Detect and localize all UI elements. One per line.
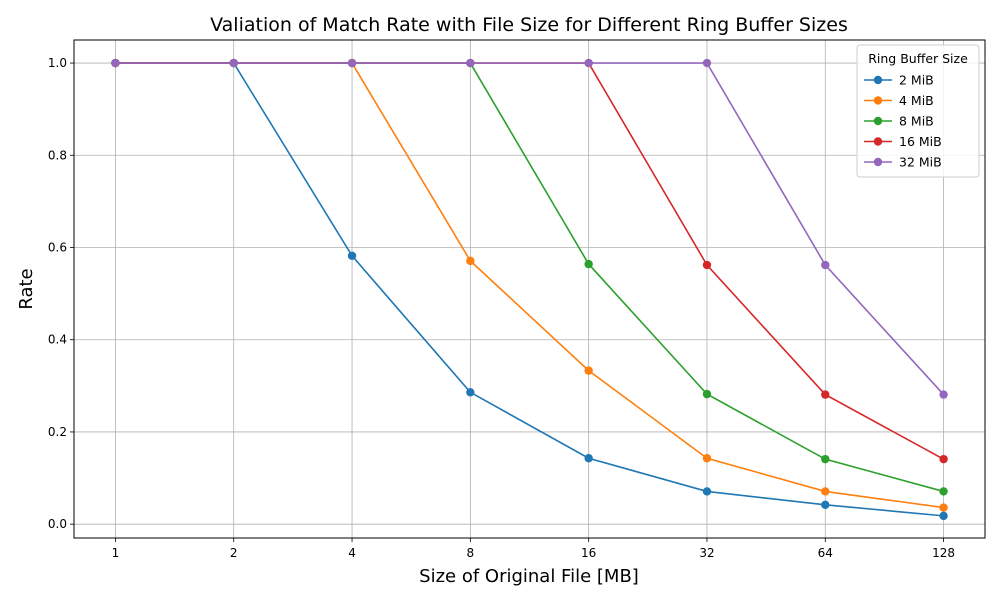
legend-marker xyxy=(873,157,883,167)
x-tick-label: 32 xyxy=(699,546,714,560)
x-axis-title: Size of Original File [MB] xyxy=(419,566,639,587)
data-point xyxy=(584,259,593,269)
series-line xyxy=(115,62,944,517)
y-tick-label: 1.0 xyxy=(48,56,67,70)
y-axis-title: Rate xyxy=(16,268,37,309)
data-point xyxy=(939,454,948,464)
legend-marker xyxy=(873,137,883,146)
axis-ticks: 1 2 4 8 16 32 64 128 0.0 0.2 0.4 0.6 0.8 1.0 xyxy=(48,56,955,560)
legend-box xyxy=(856,44,980,178)
series-2-mib xyxy=(111,58,948,521)
data-point xyxy=(821,500,830,509)
legend-label: 32 MiB xyxy=(899,155,942,170)
chart-title: Valiation of Match Rate with File Size f… xyxy=(210,14,848,36)
legend-marker xyxy=(873,116,883,126)
data-point xyxy=(939,503,948,512)
legend-item: 4 MiB xyxy=(864,93,934,108)
series-4-mib xyxy=(111,58,948,512)
data-point xyxy=(702,454,712,463)
data-point xyxy=(939,511,948,521)
data-point xyxy=(821,454,830,464)
legend-marker xyxy=(873,75,883,85)
data-point xyxy=(821,487,830,496)
data-point xyxy=(347,58,357,68)
series-line xyxy=(115,62,945,396)
data-point xyxy=(466,256,475,266)
series-32-mib xyxy=(111,58,948,399)
legend-item: 8 MiB xyxy=(864,114,934,129)
x-tick-label: 128 xyxy=(932,546,955,560)
data-point xyxy=(466,58,475,68)
plot-area-frame xyxy=(73,39,986,539)
series-line xyxy=(115,62,944,493)
data-point xyxy=(584,366,593,375)
data-point xyxy=(939,487,948,496)
grid xyxy=(74,40,985,538)
data-point xyxy=(821,390,830,399)
data-point xyxy=(702,389,712,399)
data-point xyxy=(584,454,593,463)
legend-item: 16 MiB xyxy=(864,134,942,149)
x-tick-label: 1 xyxy=(112,546,120,560)
data-point xyxy=(229,58,238,68)
y-tick-label: 0.8 xyxy=(48,148,67,162)
legend-title: Ring Buffer Size xyxy=(868,51,968,66)
legend-marker xyxy=(873,96,883,105)
y-tick-label: 0.6 xyxy=(48,241,67,255)
data-point xyxy=(466,388,475,397)
data-point xyxy=(347,251,357,260)
series-line xyxy=(115,62,944,460)
data-point xyxy=(939,390,948,399)
legend-label: 16 MiB xyxy=(899,134,942,149)
y-tick-label: 0.0 xyxy=(48,517,67,531)
y-tick-label: 0.2 xyxy=(48,425,67,439)
x-tick-label: 16 xyxy=(581,546,596,560)
legend-item: 2 MiB xyxy=(864,73,934,88)
legend-label: 4 MiB xyxy=(899,93,934,108)
data-point xyxy=(702,487,712,496)
legend-label: 2 MiB xyxy=(899,73,934,88)
series-8-mib xyxy=(111,58,948,496)
series-line xyxy=(115,62,944,509)
series-group xyxy=(111,58,948,521)
x-tick-label: 64 xyxy=(818,546,833,560)
x-tick-label: 4 xyxy=(348,546,356,560)
y-tick-label: 0.4 xyxy=(48,333,67,347)
data-point xyxy=(584,58,593,68)
x-tick-label: 8 xyxy=(467,546,475,560)
data-point xyxy=(111,58,120,68)
legend-label: 8 MiB xyxy=(899,114,934,129)
x-tick-label: 2 xyxy=(230,546,238,560)
data-point xyxy=(702,260,712,270)
data-point xyxy=(702,58,712,68)
data-point xyxy=(821,260,830,270)
legend: Ring Buffer Size 2 MiB 4 MiB 8 MiB 16 MiB 32… xyxy=(856,44,980,178)
legend-item: 32 MiB xyxy=(864,155,942,170)
